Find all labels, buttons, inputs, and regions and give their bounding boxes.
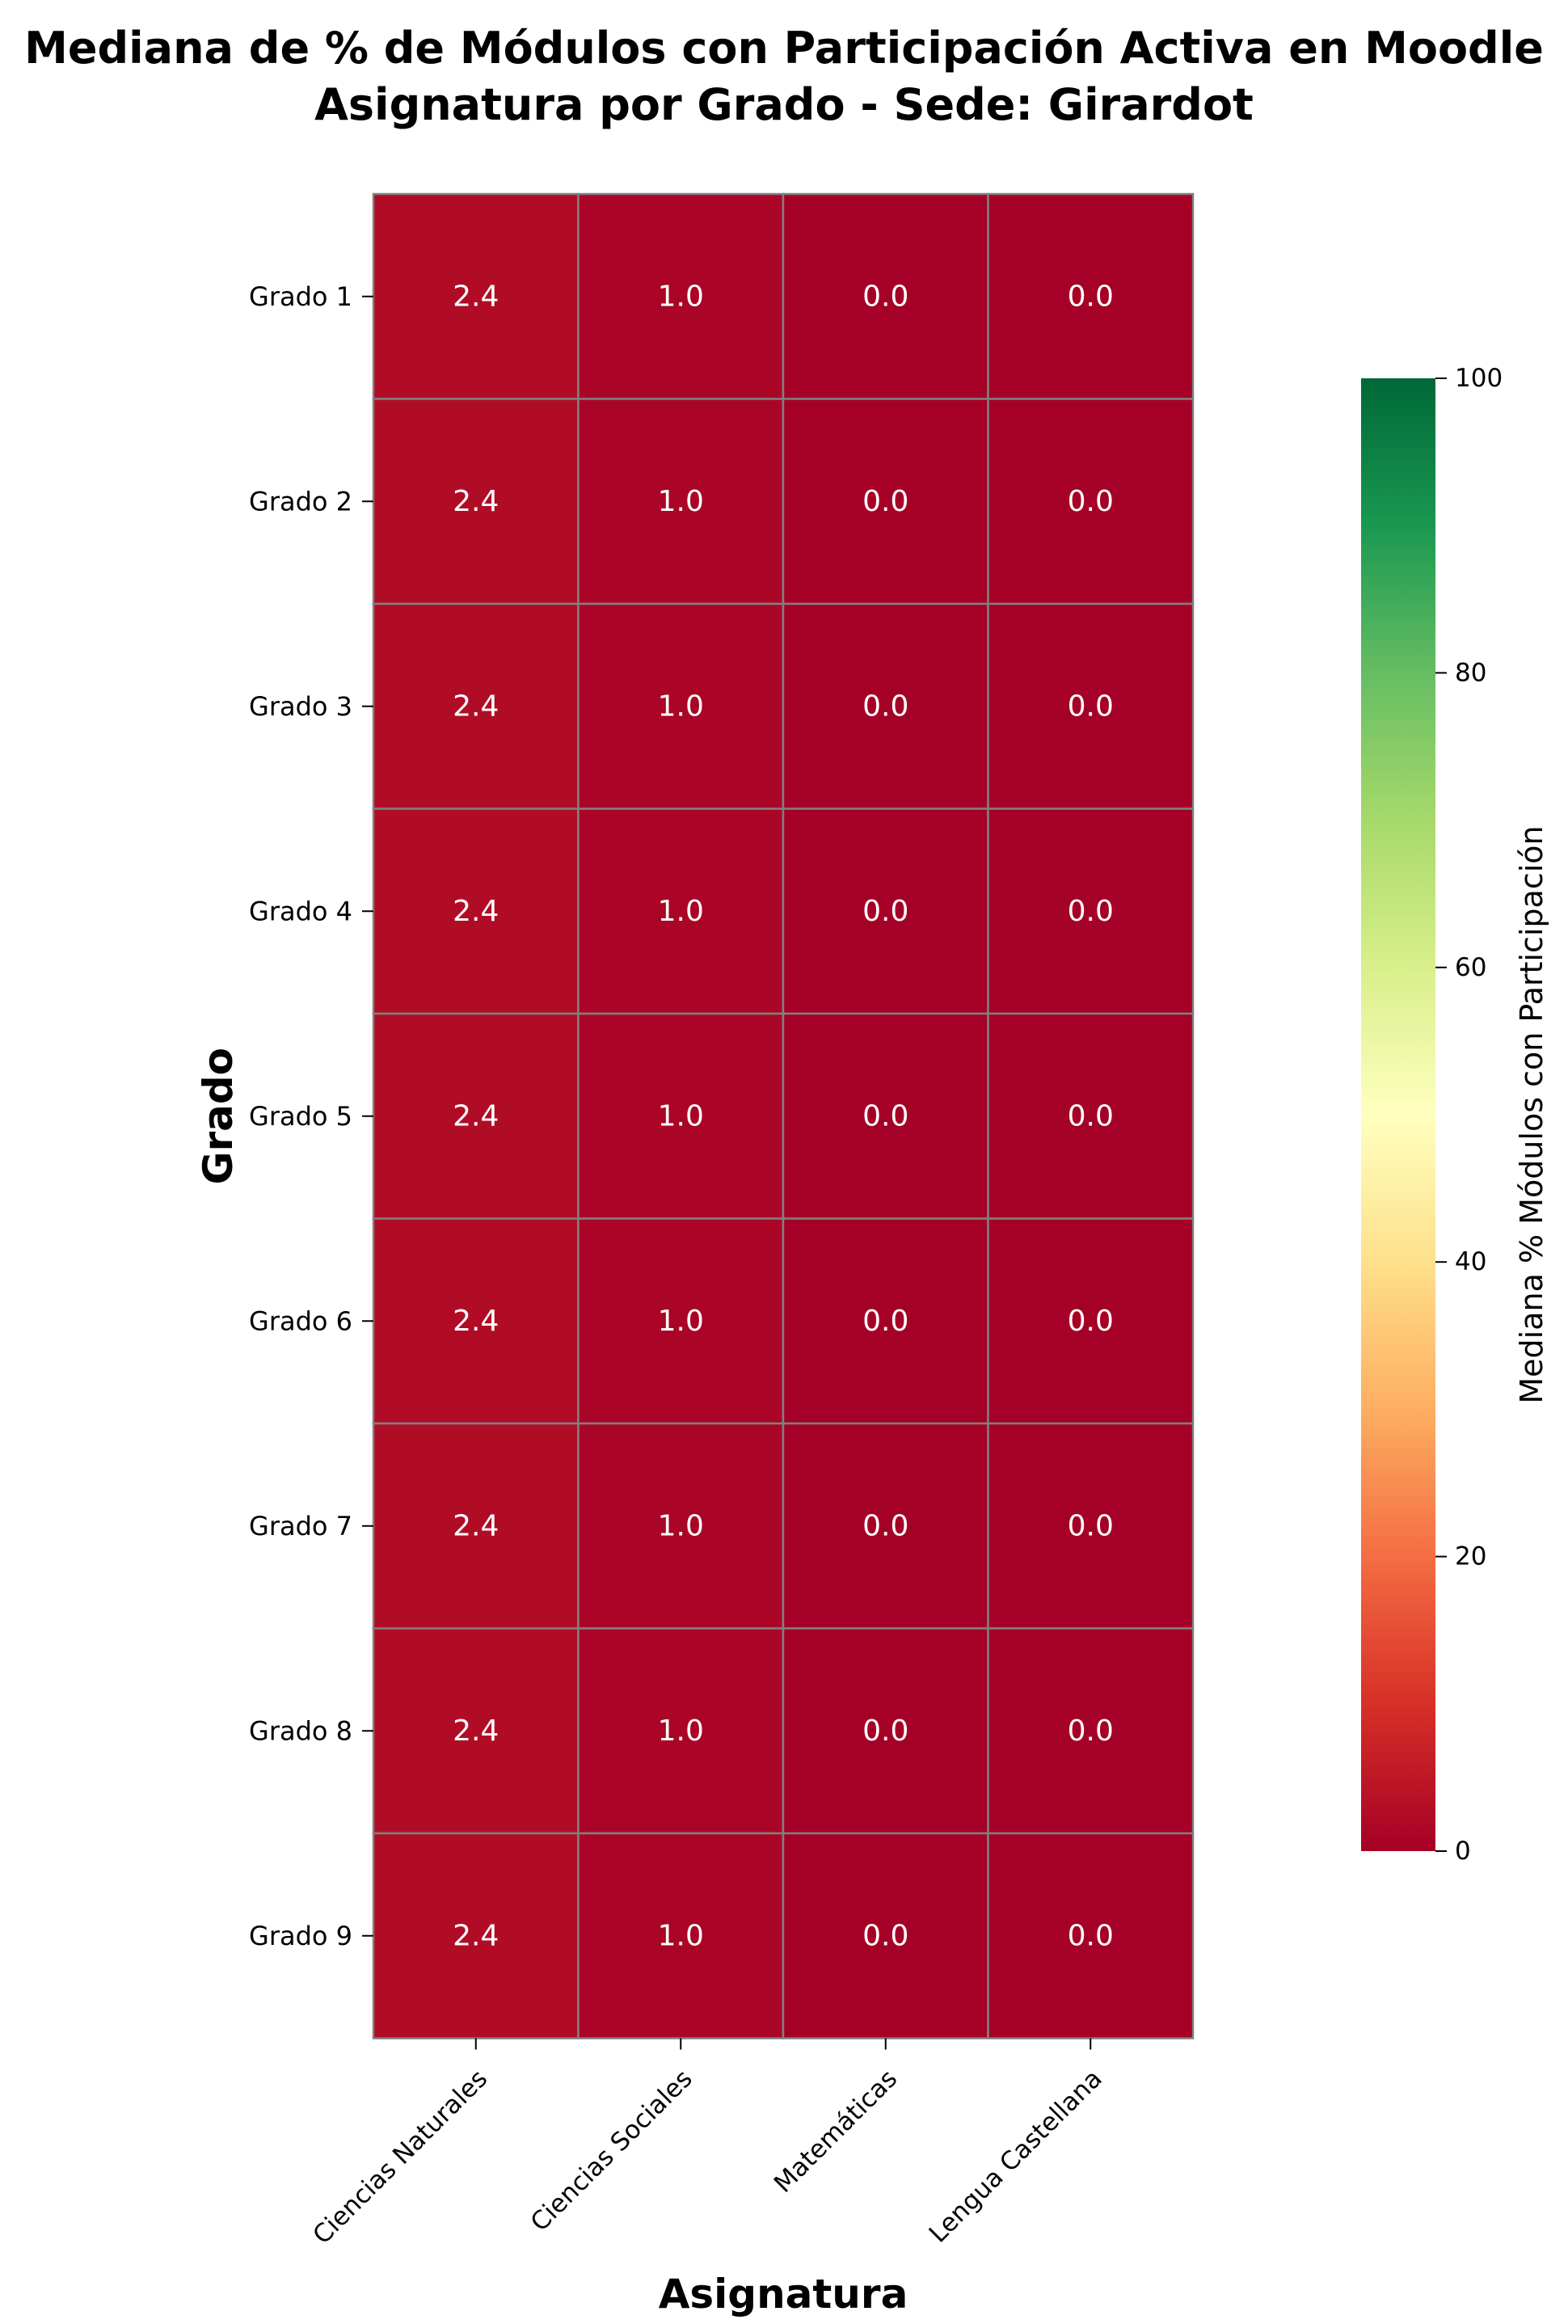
- colorbar-tick-label: 100: [1455, 364, 1503, 393]
- heatmap-cell: [987, 398, 1195, 605]
- heatmap-cell: [987, 808, 1195, 1015]
- y-tick-label: Grado 6: [249, 1305, 352, 1336]
- y-tick-label: Grado 5: [249, 1101, 352, 1132]
- cell-value-label: 1.0: [658, 280, 704, 313]
- cell-value-label: 0.0: [1068, 1509, 1114, 1542]
- colorbar-tick-label: 60: [1455, 953, 1486, 982]
- heatmap-cell: [782, 602, 989, 810]
- cell-value-label: 0.0: [1068, 1305, 1114, 1338]
- heatmap-cell: [577, 602, 785, 810]
- y-tick-label: Grado 4: [249, 896, 352, 926]
- heatmap-cell: [782, 1217, 989, 1425]
- y-tick-label: Grado 9: [249, 1921, 352, 1951]
- x-axis-title: Asignatura: [659, 2271, 908, 2318]
- cell-value-label: 1.0: [658, 690, 704, 723]
- x-tick-label: Ciencias Naturales: [307, 2065, 493, 2250]
- cell-value-label: 0.0: [1068, 895, 1114, 928]
- heatmap-cell: [577, 398, 785, 605]
- heatmap-cell: [577, 1832, 785, 2039]
- y-tick-label: Grado 7: [249, 1511, 352, 1542]
- x-tick-label: Matemáticas: [769, 2065, 903, 2199]
- colorbar-tick-label: 20: [1455, 1542, 1486, 1571]
- colorbar: [1361, 378, 1435, 1851]
- cell-value-label: 2.4: [453, 485, 499, 518]
- cell-value-label: 0.0: [1068, 1715, 1114, 1748]
- cell-value-label: 2.4: [453, 690, 499, 723]
- cell-value-label: 0.0: [862, 1509, 908, 1542]
- heatmap-cell: [372, 808, 580, 1015]
- colorbar-tick-label: 40: [1455, 1247, 1486, 1276]
- heatmap-cell: [987, 602, 1195, 810]
- cell-value-label: 1.0: [658, 485, 704, 518]
- cell-value-label: 2.4: [453, 1099, 499, 1132]
- heatmap-cell: [782, 1627, 989, 1835]
- heatmap-cell: [577, 1627, 785, 1835]
- cell-value-label: 0.0: [862, 1099, 908, 1132]
- heatmap-cell: [987, 1832, 1195, 2039]
- chart-title-line-1: Mediana de % de Módulos con Participació…: [24, 23, 1544, 74]
- cell-value-label: 2.4: [453, 1509, 499, 1542]
- y-tick-label: Grado 2: [249, 486, 352, 517]
- colorbar-tick-label: 0: [1455, 1837, 1471, 1866]
- colorbar-label: Mediana % Módulos con Participación: [1514, 825, 1549, 1403]
- y-tick-label: Grado 1: [249, 281, 352, 312]
- heatmap-cell: [987, 1422, 1195, 1630]
- cell-value-label: 1.0: [658, 1715, 704, 1748]
- y-tick-label: Grado 3: [249, 691, 352, 722]
- heatmap-cell: [987, 1217, 1195, 1425]
- cell-value-label: 0.0: [862, 895, 908, 928]
- heatmap-cell: [577, 1422, 785, 1630]
- heatmap-cell: [577, 808, 785, 1015]
- cell-value-label: 0.0: [862, 690, 908, 723]
- colorbar-tick-label: 80: [1455, 658, 1486, 687]
- cell-value-label: 0.0: [862, 485, 908, 518]
- cell-value-label: 0.0: [1068, 1099, 1114, 1132]
- cell-value-label: 1.0: [658, 895, 704, 928]
- cell-value-label: 1.0: [658, 1305, 704, 1338]
- cell-value-label: 0.0: [1068, 1919, 1114, 1952]
- cell-value-label: 0.0: [862, 1305, 908, 1338]
- heatmap-cell: [987, 1627, 1195, 1835]
- y-tick-label: Grado 8: [249, 1715, 352, 1746]
- cell-value-label: 0.0: [862, 1919, 908, 1952]
- cell-value-label: 2.4: [453, 1715, 499, 1748]
- cell-value-label: 0.0: [862, 280, 908, 313]
- cell-value-label: 2.4: [453, 1919, 499, 1952]
- heatmap-cell: [372, 1422, 580, 1630]
- heatmap-cell: [782, 1832, 989, 2039]
- cell-value-label: 0.0: [862, 1715, 908, 1748]
- x-tick-label: Ciencias Sociales: [525, 2065, 698, 2238]
- heatmap-cell: [987, 1012, 1195, 1220]
- cell-value-label: 0.0: [1068, 280, 1114, 313]
- heatmap-cell: [782, 192, 989, 400]
- cell-value-label: 2.4: [453, 895, 499, 928]
- x-tick-label: Lengua Castellana: [924, 2065, 1108, 2249]
- cell-value-label: 0.0: [1068, 485, 1114, 518]
- y-axis-title: Grado: [195, 1048, 242, 1185]
- heatmap-cell: [372, 1217, 580, 1425]
- cell-value-label: 1.0: [658, 1919, 704, 1952]
- heatmap-cell: [987, 192, 1195, 400]
- heatmap-cell: [372, 1012, 580, 1220]
- heatmap-cell: [782, 398, 989, 605]
- cell-value-label: 2.4: [453, 280, 499, 313]
- chart-title-line-2: Asignatura por Grado - Sede: Girardot: [314, 79, 1254, 130]
- heatmap-cell: [577, 1012, 785, 1220]
- cell-value-label: 2.4: [453, 1305, 499, 1338]
- cell-value-label: 1.0: [658, 1509, 704, 1542]
- cell-value-label: 1.0: [658, 1099, 704, 1132]
- heatmap-cell: [372, 398, 580, 605]
- heatmap-cell: [782, 1422, 989, 1630]
- cell-value-label: 0.0: [1068, 690, 1114, 723]
